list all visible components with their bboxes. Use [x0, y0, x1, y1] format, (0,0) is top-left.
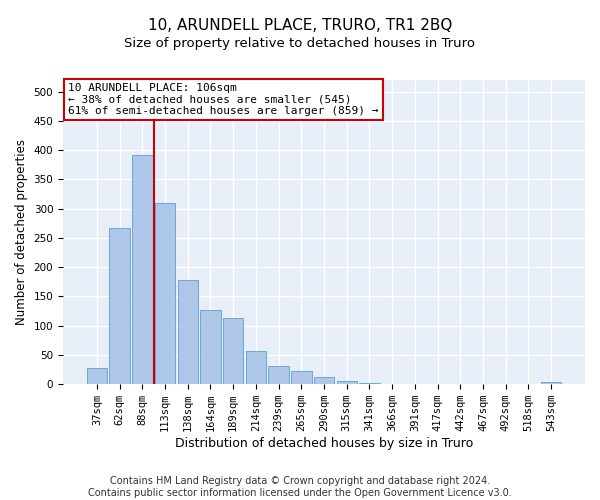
Bar — [268, 366, 289, 384]
Bar — [245, 351, 266, 384]
Bar — [132, 156, 152, 384]
Bar — [155, 204, 175, 384]
Bar — [541, 382, 561, 384]
Text: Contains HM Land Registry data © Crown copyright and database right 2024.
Contai: Contains HM Land Registry data © Crown c… — [88, 476, 512, 498]
Bar — [291, 371, 311, 384]
Bar — [109, 228, 130, 384]
Text: 10 ARUNDELL PLACE: 106sqm
← 38% of detached houses are smaller (545)
61% of semi: 10 ARUNDELL PLACE: 106sqm ← 38% of detac… — [68, 83, 379, 116]
Bar — [337, 380, 357, 384]
Bar — [314, 377, 334, 384]
Bar — [87, 368, 107, 384]
Text: Size of property relative to detached houses in Truro: Size of property relative to detached ho… — [125, 38, 476, 51]
Bar — [359, 383, 380, 384]
Bar — [178, 280, 198, 384]
Text: 10, ARUNDELL PLACE, TRURO, TR1 2BQ: 10, ARUNDELL PLACE, TRURO, TR1 2BQ — [148, 18, 452, 32]
Bar — [223, 318, 244, 384]
X-axis label: Distribution of detached houses by size in Truro: Distribution of detached houses by size … — [175, 437, 473, 450]
Bar — [200, 310, 221, 384]
Y-axis label: Number of detached properties: Number of detached properties — [15, 139, 28, 325]
